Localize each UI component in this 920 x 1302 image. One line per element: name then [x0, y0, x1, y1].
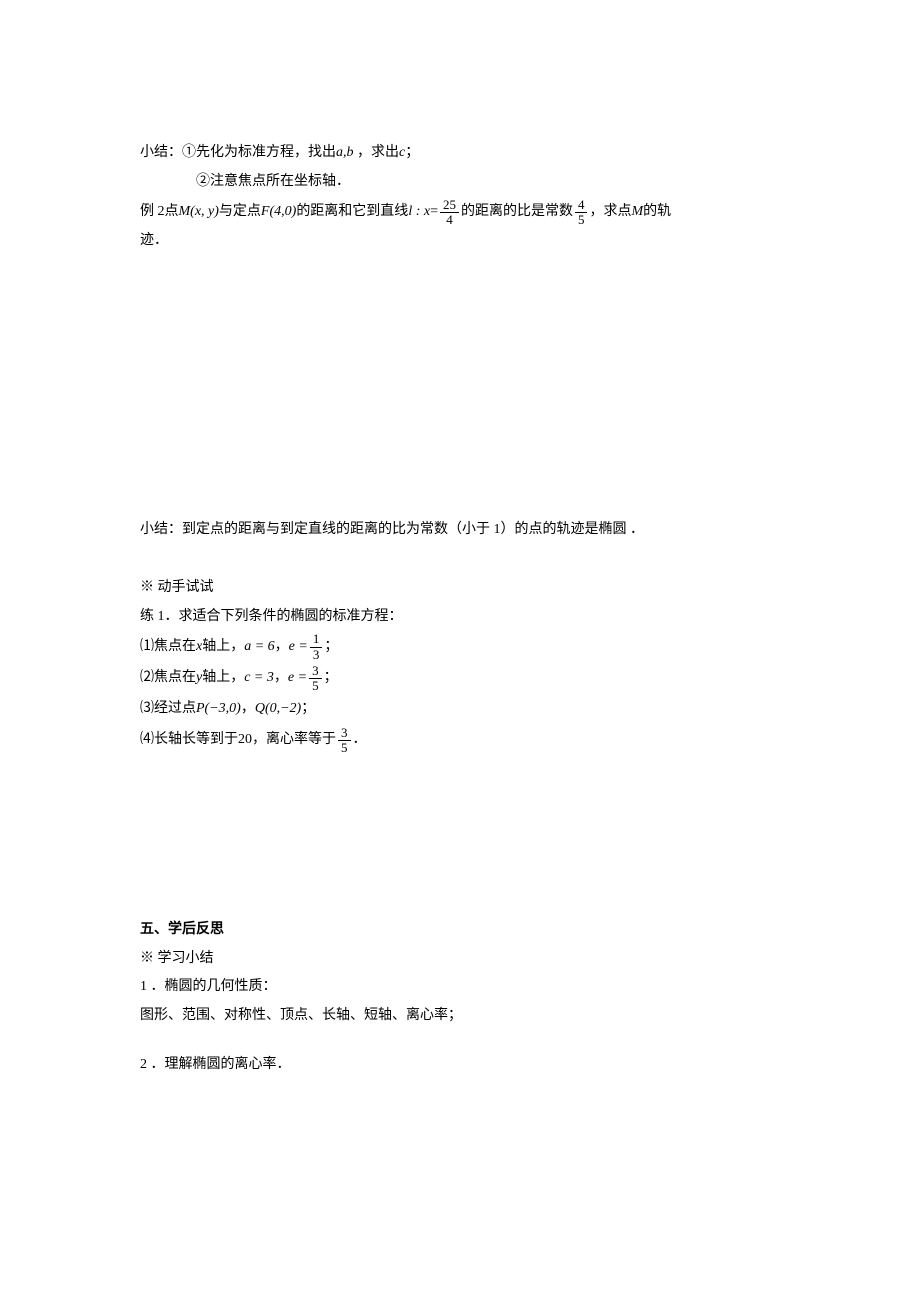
ex2-text6: 迹． [140, 233, 168, 248]
p4-t2: ，离心率等于 [252, 727, 336, 754]
summary1-marker2: ② [196, 174, 210, 189]
practice-title-text: 练 1．求适合下列条件的椭圆的标准方程： [140, 609, 403, 624]
p2-eeq: e = [288, 665, 307, 692]
p3-comma: ， [241, 696, 255, 723]
reflection-item2: 2 ．理解椭圆的离心率． [140, 1052, 780, 1079]
p1-fd: 3 [310, 648, 323, 662]
p4-num: ⑷ [140, 727, 154, 754]
p4-end: ． [353, 727, 367, 754]
reflection-item1-title: 1 ．椭圆的几何性质： [140, 974, 780, 1001]
p4-fd: 5 [338, 741, 351, 755]
workspace-gap2 [140, 757, 780, 917]
reflection-marker: ※ 学习小结 [140, 946, 780, 973]
ex2-prefix: 例 2点 [140, 197, 179, 228]
p3-end: ； [301, 696, 315, 723]
summary1-text2: 注意焦点所在坐标轴． [210, 174, 350, 189]
p4-fn: 3 [338, 726, 351, 741]
example2-line2: 迹． [140, 228, 780, 255]
gap3 [140, 1032, 780, 1052]
ex2-text5: 的轨 [643, 197, 671, 228]
p2-fn: 3 [309, 664, 322, 679]
ex2-eq: = [430, 197, 438, 228]
reflection-marker-text: ※ 学习小结 [140, 951, 214, 966]
ex2-m: M [631, 197, 643, 228]
practice-marker: ※ 动手试试 [140, 575, 780, 602]
p2-num: ⑵ [140, 665, 154, 692]
ex2-point: M(x, y) [179, 197, 219, 228]
p1-comma: ， [275, 634, 289, 661]
p2-fd: 5 [309, 679, 322, 693]
ex2-fixed: F(4,0) [261, 197, 296, 228]
summary1-line1: 小结：①先化为标准方程，找出a,b ，求出c； [140, 140, 780, 167]
p1-t2: 轴上， [202, 634, 244, 661]
ex2-line-label: l : x [408, 197, 430, 228]
r1-title: 椭圆的几何性质： [165, 979, 277, 994]
practice-item4: ⑷长轴长等到于20，离心率等于35． [140, 726, 780, 756]
p2-t1: 焦点在 [154, 665, 196, 692]
p3-p1: P(−3,0) [196, 696, 241, 723]
r2-text: 理解椭圆的离心率． [165, 1057, 291, 1072]
p2-ceq: c = 3 [244, 665, 274, 692]
reflection-title-text: 五、学后反思 [140, 922, 224, 937]
practice-item2: ⑵焦点在y轴上，c = 3，e =35； [140, 664, 780, 694]
summary1-vars: a,b [336, 145, 354, 160]
summary2: 小结：到定点的距离与到定直线的距离的比为常数（小于 1）的点的轨迹是椭圆 ． [140, 517, 780, 544]
gap2 [140, 545, 780, 575]
ex2-frac1: 254 [440, 198, 459, 228]
r2-num: 2 ． [140, 1057, 165, 1072]
frac1-den: 4 [440, 213, 459, 227]
p2-end: ； [324, 665, 338, 692]
p1-num: ⑴ [140, 634, 154, 661]
practice-title: 练 1．求适合下列条件的椭圆的标准方程： [140, 604, 780, 631]
p3-t1: 经过点 [154, 696, 196, 723]
frac2-num: 4 [575, 198, 588, 213]
practice-item1: ⑴焦点在x轴上，a = 6，e =13； [140, 632, 780, 662]
r1-num: 1 ． [140, 979, 165, 994]
ex2-text3: 的距离的比是常数 [461, 197, 573, 228]
p2-comma: ， [274, 665, 288, 692]
example2-line1: 例 2点M(x, y)与定点F(4,0)的距离和它到直线l : x=254的距离… [140, 197, 780, 228]
workspace-gap1 [140, 257, 780, 517]
p1-fn: 1 [310, 632, 323, 647]
p1-t1: 焦点在 [154, 634, 196, 661]
frac2-den: 5 [575, 213, 588, 227]
p4-val: 20 [238, 727, 252, 754]
p2-t2: 轴上， [202, 665, 244, 692]
p1-frac: 13 [310, 632, 323, 662]
summary1-mid: ，求出 [354, 145, 400, 160]
p2-frac: 35 [309, 664, 322, 694]
summary1-line2: ②注意焦点所在坐标轴． [140, 169, 780, 196]
ex2-frac2: 45 [575, 198, 588, 228]
summary1-marker1: ① [182, 145, 196, 160]
reflection-item1-text: 图形、范围、对称性、顶点、长轴、短轴、离心率； [140, 1003, 780, 1030]
summary1-end: ； [405, 145, 419, 160]
ex2-text4: ，求点 [589, 197, 631, 228]
p3-p2: Q(0,−2) [255, 696, 301, 723]
reflection-title: 五、学后反思 [140, 917, 780, 944]
p1-eeq: e = [289, 634, 308, 661]
frac1-num: 25 [440, 198, 459, 213]
summary1-prefix: 小结： [140, 145, 182, 160]
practice-marker-text: ※ 动手试试 [140, 580, 214, 595]
p1-aeq: a = 6 [244, 634, 274, 661]
practice-item3: ⑶经过点P(−3,0)，Q(0,−2)； [140, 696, 780, 724]
p4-t1: 长轴长等到于 [154, 727, 238, 754]
p3-num: ⑶ [140, 696, 154, 723]
ex2-text1: 与定点 [219, 197, 261, 228]
ex2-text2: 的距离和它到直线 [296, 197, 408, 228]
summary1-text1: 先化为标准方程，找出 [196, 145, 336, 160]
r1-text: 图形、范围、对称性、顶点、长轴、短轴、离心率； [140, 1008, 462, 1023]
summary2-text: 小结：到定点的距离与到定直线的距离的比为常数（小于 1）的点的轨迹是椭圆 ． [140, 522, 644, 537]
p4-frac: 35 [338, 726, 351, 756]
p1-end: ； [324, 634, 338, 661]
